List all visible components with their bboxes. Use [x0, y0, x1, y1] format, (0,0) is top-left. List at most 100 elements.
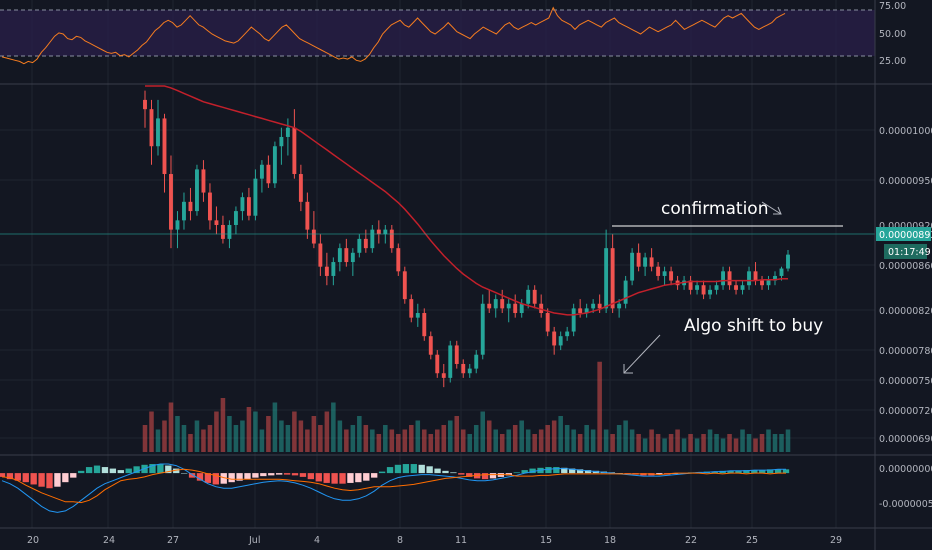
volume-bar — [480, 411, 486, 452]
candle-body — [415, 313, 420, 318]
candle — [643, 252, 648, 276]
macd-histogram-bar — [434, 468, 441, 474]
macd-axis: 0.00000000 -0.00000050 — [879, 464, 932, 510]
candle-body — [467, 368, 472, 374]
macd-histogram-bar — [315, 473, 322, 482]
macd-histogram-bar — [545, 467, 552, 474]
candle — [558, 331, 563, 351]
volume-bar — [272, 402, 278, 452]
candle — [539, 294, 544, 318]
macd-histogram-bar — [133, 466, 140, 474]
candle-body — [565, 331, 570, 337]
macd-histogram-bar — [220, 473, 227, 484]
volume-bar — [733, 438, 739, 452]
macd-histogram-bar — [711, 471, 718, 474]
candle-body — [318, 243, 323, 267]
candle-body — [246, 197, 251, 216]
macd-histogram-bar — [117, 470, 124, 474]
candle-body — [448, 345, 453, 378]
candle-body — [422, 313, 427, 337]
macd-histogram-bar — [339, 473, 346, 484]
volume-bar — [324, 411, 330, 452]
candle-body — [143, 99, 147, 110]
macd-histogram-bar — [394, 464, 402, 474]
macd-histogram-bar — [735, 470, 742, 474]
time-axis-label: 22 — [685, 535, 697, 546]
candle-body — [402, 271, 407, 300]
volume-bar — [766, 429, 771, 452]
candle-body — [727, 271, 732, 286]
price-axis: 0.00001000 0.00000950 0.00000920 0.00000… — [879, 126, 932, 445]
candle-body — [240, 197, 245, 212]
volume-bar — [428, 434, 434, 452]
candle-body — [480, 303, 485, 355]
volume-bar — [590, 429, 596, 452]
candle — [324, 252, 329, 286]
candle — [370, 224, 375, 253]
macd-histogram-bar — [93, 465, 101, 474]
price-axis-label: 0.00000860 — [879, 261, 932, 272]
confirmation-label: confirmation — [661, 199, 768, 219]
price-axis-label: 0.00000720 — [879, 406, 932, 417]
macd-histogram-bar — [101, 467, 109, 474]
time-axis-label: 20 — [27, 535, 39, 546]
macd-histogram-bar — [276, 473, 283, 475]
price-axis-label: 0.00000750 — [879, 376, 932, 387]
candle-body — [740, 285, 745, 290]
candle-body — [617, 303, 622, 309]
candle — [357, 234, 362, 258]
candle-body — [786, 254, 790, 269]
candle-body — [597, 303, 602, 309]
candle — [149, 99, 154, 165]
volume-bar — [584, 425, 589, 452]
candle — [344, 238, 349, 267]
candle — [162, 113, 167, 193]
candle — [201, 160, 206, 202]
volume-bar — [610, 434, 615, 452]
macd-histogram-bar — [22, 473, 29, 483]
candle-body — [766, 280, 771, 286]
volume-bar — [603, 429, 609, 452]
macd-histogram-bar — [576, 469, 584, 474]
macd-histogram-bar — [347, 473, 354, 483]
candle-body — [519, 303, 524, 314]
macd-histogram-bar — [751, 470, 758, 474]
candle — [285, 118, 290, 156]
macd-histogram-bar — [307, 473, 315, 480]
candle — [402, 266, 407, 304]
candle — [604, 229, 609, 314]
volume-bar — [240, 420, 245, 452]
macd-histogram-bar — [521, 470, 528, 474]
macd-histogram-bar — [656, 473, 663, 475]
candle — [773, 271, 777, 286]
macd-histogram-bar — [529, 468, 536, 474]
candle-body — [266, 164, 271, 184]
candle — [532, 285, 537, 309]
time-axis-label: 24 — [103, 535, 115, 546]
volume-bar — [175, 416, 180, 452]
candle-body — [532, 289, 537, 304]
volume-bar — [675, 429, 680, 452]
volume-bar — [545, 425, 550, 452]
algo-shift-label: Algo shift to buy — [684, 316, 823, 336]
macd-histogram-bar — [252, 473, 259, 478]
volume-bar — [785, 429, 791, 452]
candle — [740, 280, 745, 295]
candle-body — [259, 164, 264, 179]
candle-body — [344, 248, 349, 263]
moving-average-line — [145, 85, 788, 316]
candle-body — [214, 220, 219, 225]
candle-body — [662, 271, 667, 276]
candle — [422, 308, 427, 341]
macd-histogram-bar — [363, 473, 370, 481]
candle-body — [285, 127, 290, 137]
algo-arrow[interactable] — [623, 334, 661, 374]
candle — [753, 262, 758, 286]
macd-histogram-bar — [46, 473, 53, 489]
volume-bar — [577, 434, 583, 452]
macd-histogram-bar — [386, 467, 394, 474]
macd-histogram-bar — [299, 473, 307, 477]
volume-bar — [194, 420, 200, 452]
confirmation-arrow[interactable] — [761, 201, 782, 215]
macd-histogram-bar — [62, 473, 69, 483]
